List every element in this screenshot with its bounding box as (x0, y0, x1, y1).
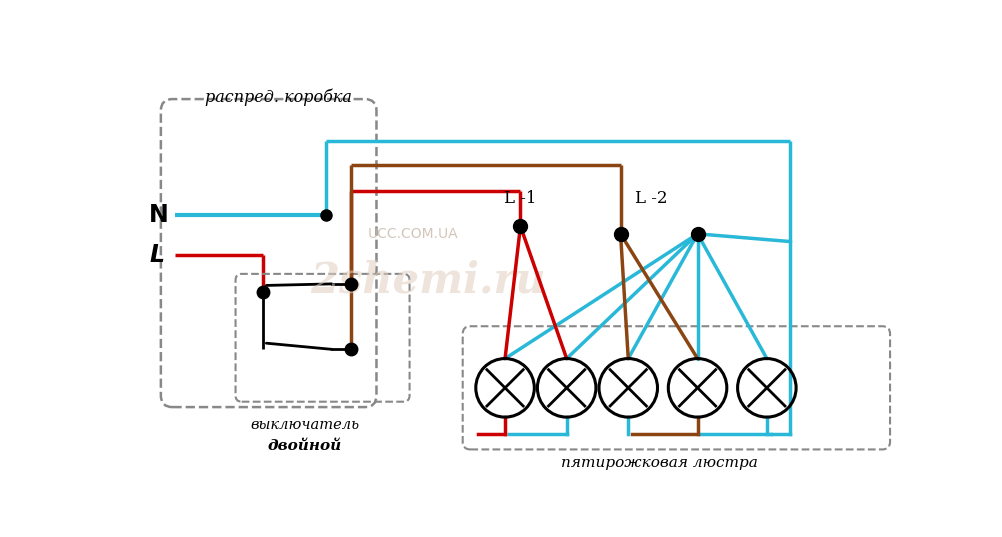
Text: выключатель: выключатель (250, 418, 360, 432)
Text: двойной: двойной (268, 439, 342, 453)
Text: 2shemi.ru: 2shemi.ru (311, 259, 546, 301)
Text: L -1: L -1 (504, 190, 537, 207)
Text: UCC.COM.UA: UCC.COM.UA (368, 227, 458, 241)
Text: L: L (149, 243, 164, 267)
Text: N: N (149, 202, 169, 227)
Text: пятирожковая люстра: пятирожковая люстра (560, 456, 758, 470)
Text: L -2: L -2 (635, 190, 667, 207)
Text: распред. коробка: распред. коробка (204, 88, 352, 106)
